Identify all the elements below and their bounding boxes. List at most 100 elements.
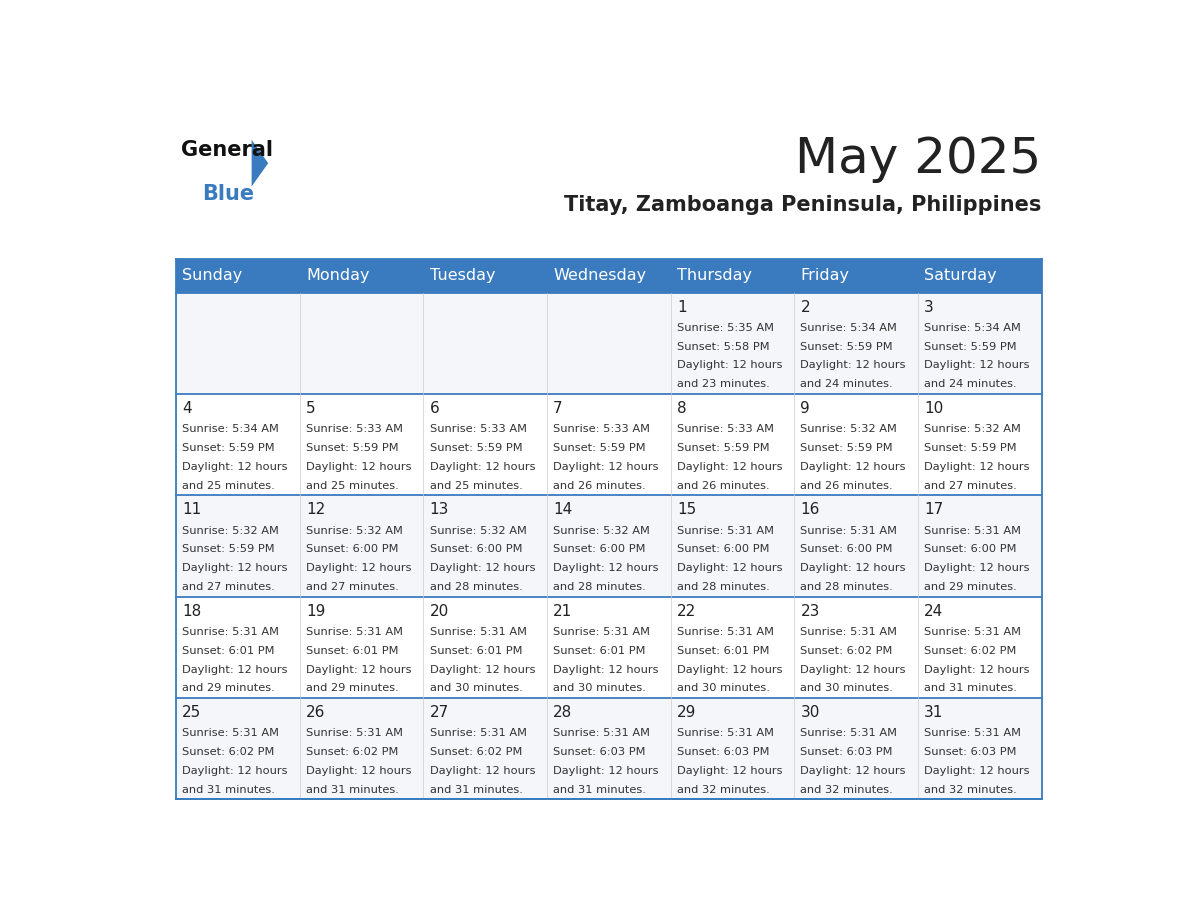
Bar — [671, 495, 795, 597]
Text: and 32 minutes.: and 32 minutes. — [801, 785, 893, 795]
Text: Sunrise: 5:33 AM: Sunrise: 5:33 AM — [554, 424, 650, 434]
Text: Thursday: Thursday — [677, 268, 752, 283]
Text: and 23 minutes.: and 23 minutes. — [677, 379, 770, 389]
Text: 13: 13 — [430, 502, 449, 518]
Bar — [795, 698, 918, 800]
Text: 18: 18 — [182, 604, 202, 619]
Bar — [671, 597, 795, 698]
Text: and 28 minutes.: and 28 minutes. — [801, 582, 893, 592]
Text: Daylight: 12 hours: Daylight: 12 hours — [182, 665, 287, 675]
Bar — [546, 259, 671, 293]
Bar — [423, 394, 546, 495]
Text: Sunrise: 5:34 AM: Sunrise: 5:34 AM — [182, 424, 279, 434]
Text: Sunrise: 5:31 AM: Sunrise: 5:31 AM — [307, 728, 403, 738]
Text: and 27 minutes.: and 27 minutes. — [307, 582, 399, 592]
Text: 2: 2 — [801, 299, 810, 315]
Text: Sunrise: 5:31 AM: Sunrise: 5:31 AM — [307, 627, 403, 637]
Text: Sunset: 5:59 PM: Sunset: 5:59 PM — [924, 443, 1017, 453]
Bar — [671, 698, 795, 800]
Text: Sunset: 6:02 PM: Sunset: 6:02 PM — [924, 645, 1017, 655]
Text: General: General — [181, 140, 273, 160]
Text: Sunrise: 5:32 AM: Sunrise: 5:32 AM — [554, 526, 650, 536]
Text: Sunset: 6:02 PM: Sunset: 6:02 PM — [182, 747, 274, 757]
Text: and 31 minutes.: and 31 minutes. — [554, 785, 646, 795]
Text: and 31 minutes.: and 31 minutes. — [924, 683, 1017, 693]
Text: Sunset: 6:01 PM: Sunset: 6:01 PM — [307, 645, 398, 655]
Text: Sunset: 6:01 PM: Sunset: 6:01 PM — [677, 645, 770, 655]
Text: Daylight: 12 hours: Daylight: 12 hours — [677, 766, 783, 776]
Bar — [795, 259, 918, 293]
Text: 10: 10 — [924, 401, 943, 416]
Text: Daylight: 12 hours: Daylight: 12 hours — [924, 563, 1030, 573]
Text: Daylight: 12 hours: Daylight: 12 hours — [307, 563, 411, 573]
Text: Daylight: 12 hours: Daylight: 12 hours — [554, 665, 658, 675]
Text: 23: 23 — [801, 604, 820, 619]
Bar — [918, 597, 1042, 698]
Text: Daylight: 12 hours: Daylight: 12 hours — [182, 766, 287, 776]
Text: and 28 minutes.: and 28 minutes. — [554, 582, 646, 592]
Text: Sunrise: 5:32 AM: Sunrise: 5:32 AM — [182, 526, 279, 536]
Bar — [918, 394, 1042, 495]
Bar — [918, 259, 1042, 293]
Bar — [546, 597, 671, 698]
Text: Sunrise: 5:31 AM: Sunrise: 5:31 AM — [801, 728, 897, 738]
Text: 5: 5 — [307, 401, 316, 416]
Text: and 25 minutes.: and 25 minutes. — [182, 480, 276, 490]
Text: Daylight: 12 hours: Daylight: 12 hours — [801, 766, 906, 776]
Text: Sunrise: 5:31 AM: Sunrise: 5:31 AM — [554, 627, 650, 637]
Text: Sunrise: 5:32 AM: Sunrise: 5:32 AM — [307, 526, 403, 536]
Bar — [299, 259, 423, 293]
Bar — [795, 597, 918, 698]
Bar — [176, 698, 299, 800]
Text: 14: 14 — [554, 502, 573, 518]
Text: Sunset: 6:02 PM: Sunset: 6:02 PM — [307, 747, 398, 757]
Text: Daylight: 12 hours: Daylight: 12 hours — [307, 766, 411, 776]
Bar — [423, 259, 546, 293]
Text: Daylight: 12 hours: Daylight: 12 hours — [677, 361, 783, 371]
Text: 3: 3 — [924, 299, 934, 315]
Text: and 30 minutes.: and 30 minutes. — [554, 683, 646, 693]
Text: Daylight: 12 hours: Daylight: 12 hours — [430, 462, 535, 472]
Text: 27: 27 — [430, 705, 449, 720]
Bar — [795, 495, 918, 597]
Text: Daylight: 12 hours: Daylight: 12 hours — [430, 563, 535, 573]
Text: Sunrise: 5:35 AM: Sunrise: 5:35 AM — [677, 323, 773, 333]
Text: Sunrise: 5:31 AM: Sunrise: 5:31 AM — [801, 627, 897, 637]
Bar — [299, 394, 423, 495]
Text: and 27 minutes.: and 27 minutes. — [924, 480, 1017, 490]
Text: 15: 15 — [677, 502, 696, 518]
Text: Sunset: 6:01 PM: Sunset: 6:01 PM — [182, 645, 274, 655]
Bar — [299, 495, 423, 597]
Text: Blue: Blue — [202, 185, 254, 205]
Text: 30: 30 — [801, 705, 820, 720]
Text: and 24 minutes.: and 24 minutes. — [924, 379, 1017, 389]
Text: and 26 minutes.: and 26 minutes. — [677, 480, 770, 490]
Text: and 24 minutes.: and 24 minutes. — [801, 379, 893, 389]
Bar — [918, 495, 1042, 597]
Polygon shape — [252, 140, 268, 186]
Text: Daylight: 12 hours: Daylight: 12 hours — [677, 563, 783, 573]
Text: Sunset: 6:00 PM: Sunset: 6:00 PM — [430, 544, 522, 554]
Text: Daylight: 12 hours: Daylight: 12 hours — [801, 563, 906, 573]
Text: and 25 minutes.: and 25 minutes. — [307, 480, 399, 490]
Text: and 30 minutes.: and 30 minutes. — [677, 683, 770, 693]
Text: and 29 minutes.: and 29 minutes. — [924, 582, 1017, 592]
Text: Sunrise: 5:31 AM: Sunrise: 5:31 AM — [924, 627, 1022, 637]
Text: Sunset: 6:03 PM: Sunset: 6:03 PM — [554, 747, 646, 757]
Text: and 29 minutes.: and 29 minutes. — [307, 683, 399, 693]
Text: 24: 24 — [924, 604, 943, 619]
Text: and 29 minutes.: and 29 minutes. — [182, 683, 276, 693]
Text: 31: 31 — [924, 705, 943, 720]
Bar — [795, 394, 918, 495]
Text: 9: 9 — [801, 401, 810, 416]
Text: Sunset: 6:01 PM: Sunset: 6:01 PM — [430, 645, 522, 655]
Text: Saturday: Saturday — [924, 268, 997, 283]
Bar — [176, 597, 299, 698]
Bar — [546, 495, 671, 597]
Bar — [671, 259, 795, 293]
Text: 22: 22 — [677, 604, 696, 619]
Text: Sunset: 6:03 PM: Sunset: 6:03 PM — [677, 747, 770, 757]
Text: Daylight: 12 hours: Daylight: 12 hours — [307, 462, 411, 472]
Text: Sunrise: 5:34 AM: Sunrise: 5:34 AM — [924, 323, 1020, 333]
Text: Sunrise: 5:32 AM: Sunrise: 5:32 AM — [430, 526, 526, 536]
